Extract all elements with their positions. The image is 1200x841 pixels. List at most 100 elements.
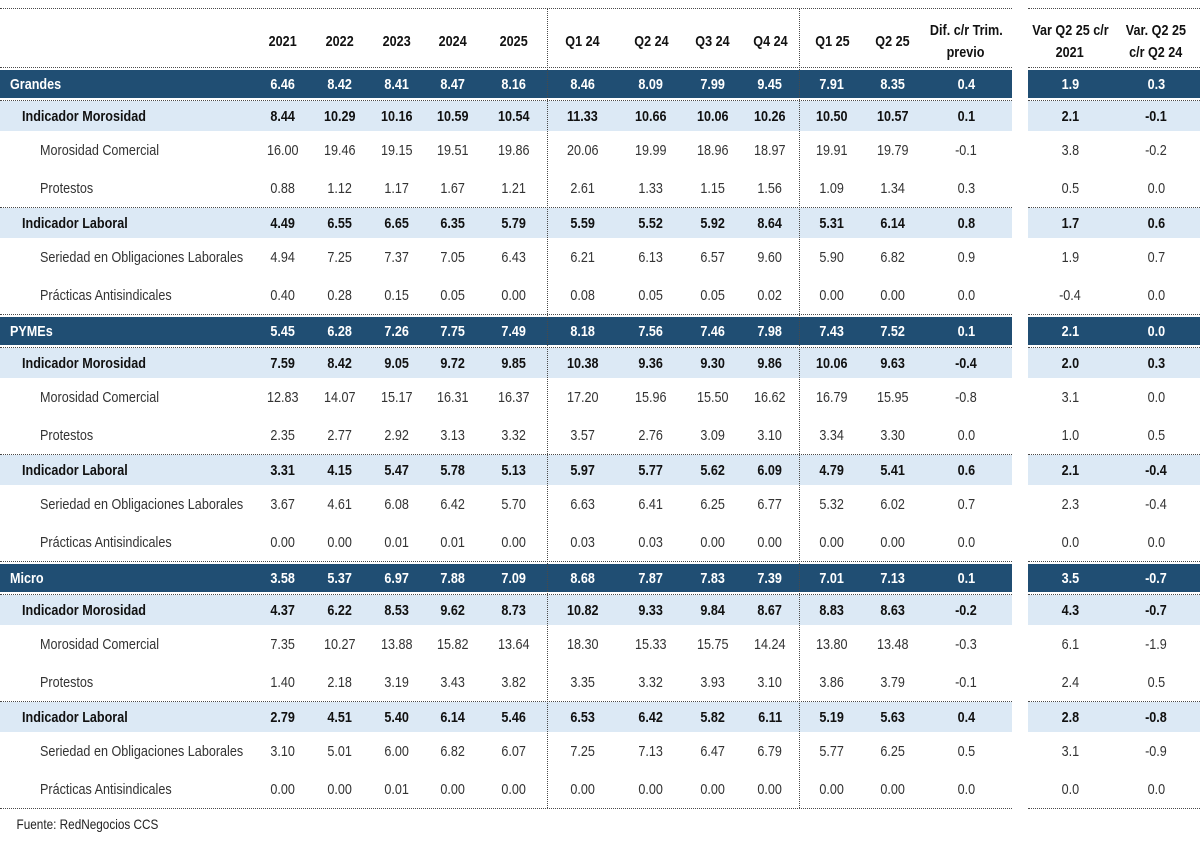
value-cell: 6.79: [741, 732, 799, 770]
value-cell: -0.8: [920, 378, 1012, 416]
header-q3-24: Q3 24: [695, 32, 730, 50]
gap-cell: [1012, 378, 1028, 416]
value-cell: 0.00: [799, 523, 865, 561]
value-cell: 6.63: [547, 485, 618, 523]
value-cell: 5.78: [425, 455, 481, 485]
value-cell: 10.16: [368, 101, 425, 131]
value-cell: 10.06: [799, 348, 865, 378]
value-cell: 7.26: [368, 317, 425, 345]
value-cell: 1.33: [618, 169, 684, 207]
value-cell: 7.49: [481, 317, 547, 345]
value-cell: 0.15: [368, 276, 425, 314]
value-cell: 8.35: [865, 70, 920, 98]
value-cell: 6.21: [547, 238, 618, 276]
value-cell: 0.6: [1112, 208, 1200, 238]
value-cell: 7.98: [741, 317, 799, 345]
value-cell: 6.35: [425, 208, 481, 238]
row-label: Seriedad en Obligaciones Laborales: [0, 732, 255, 770]
value-cell: 8.46: [547, 70, 618, 98]
value-cell: 10.82: [547, 595, 618, 625]
value-cell: 6.77: [741, 485, 799, 523]
value-cell: 3.57: [547, 416, 618, 454]
value-cell: -0.1: [1112, 101, 1200, 131]
detail-row: Seriedad en Obligaciones Laborales 3.10 5.…: [0, 732, 1200, 770]
value-cell: 8.41: [368, 70, 425, 98]
gap-cell: [1012, 595, 1028, 625]
value-cell: -0.4: [1112, 485, 1200, 523]
header-q1-24: Q1 24: [565, 32, 600, 50]
gap-cell: [1012, 317, 1028, 345]
value-cell: 0.08: [547, 276, 618, 314]
value-cell: 6.25: [865, 732, 920, 770]
value-cell: 0.1: [920, 317, 1012, 345]
value-cell: 6.11: [741, 702, 799, 732]
value-cell: 0.05: [618, 276, 684, 314]
value-cell: 6.25: [684, 485, 741, 523]
header-year-2025: 2025: [499, 32, 529, 50]
value-cell: 3.82: [481, 663, 547, 701]
value-cell: 19.51: [425, 131, 481, 169]
value-cell: 19.91: [799, 131, 865, 169]
header-year-2021: 2021: [268, 32, 298, 50]
section-row-pymes: PYMEs 5.45 6.28 7.26 7.75 7.49 8.18 7.56 7.46 7.9…: [0, 317, 1200, 345]
gap-cell: [1012, 208, 1028, 238]
value-cell: 19.15: [368, 131, 425, 169]
value-cell: 9.72: [425, 348, 481, 378]
gap-cell: [1012, 348, 1028, 378]
value-cell: 6.46: [255, 70, 311, 98]
value-cell: 1.34: [865, 169, 920, 207]
value-cell: 10.66: [618, 101, 684, 131]
value-cell: -0.8: [1112, 702, 1200, 732]
value-cell: 15.17: [368, 378, 425, 416]
value-cell: 5.63: [865, 702, 920, 732]
dotted-divider: [0, 454, 1200, 455]
section-row-micro: Micro 3.58 5.37 6.97 7.88 7.09 8.68 7.87 7.83 7.3…: [0, 564, 1200, 592]
row-label: Protestos: [0, 416, 255, 454]
detail-row: Morosidad Comercial 16.00 19.46 19.15 19.51 1…: [0, 131, 1200, 169]
value-cell: 15.96: [618, 378, 684, 416]
value-cell: -0.3: [920, 625, 1012, 663]
value-cell: 2.79: [255, 702, 311, 732]
indicator-row: Indicador Morosidad 4.37 6.22 8.53 9.62 8.73 1…: [0, 595, 1200, 625]
value-cell: 5.41: [865, 455, 920, 485]
detail-row: Protestos 1.40 2.18 3.19 3.43 3.82 3.35 3.32 3.9…: [0, 663, 1200, 701]
value-cell: 0.00: [799, 770, 865, 808]
value-cell: 0.00: [255, 523, 311, 561]
dotted-divider: [0, 561, 1200, 562]
value-cell: 9.33: [618, 595, 684, 625]
value-cell: 3.93: [684, 663, 741, 701]
dotted-divider: [0, 314, 1200, 315]
value-cell: 0.00: [255, 770, 311, 808]
value-cell: 7.37: [368, 238, 425, 276]
header-gap-cell: [1012, 9, 1028, 67]
row-label: Prácticas Antisindicales: [0, 276, 255, 314]
value-cell: 6.07: [481, 732, 547, 770]
value-cell: 0.6: [920, 455, 1012, 485]
value-cell: 0.00: [684, 523, 741, 561]
value-cell: 11.33: [547, 101, 618, 131]
value-cell: 3.58: [255, 564, 311, 592]
value-cell: 6.82: [425, 732, 481, 770]
value-cell: 7.52: [865, 317, 920, 345]
value-cell: 18.30: [547, 625, 618, 663]
value-cell: 14.07: [311, 378, 368, 416]
vertical-dotted-separator-years-quarters: [547, 8, 548, 808]
value-cell: 6.57: [684, 238, 741, 276]
value-cell: 0.7: [920, 485, 1012, 523]
value-cell: 0.00: [865, 770, 920, 808]
value-cell: 8.63: [865, 595, 920, 625]
value-cell: 16.37: [481, 378, 547, 416]
detail-row: Prácticas Antisindicales 0.40 0.28 0.15 0.05…: [0, 276, 1200, 314]
detail-row: Protestos 2.35 2.77 2.92 3.13 3.32 3.57 2.76 3.0…: [0, 416, 1200, 454]
value-cell: 0.00: [865, 523, 920, 561]
value-cell: 17.20: [547, 378, 618, 416]
value-cell: 3.32: [481, 416, 547, 454]
value-cell: 0.0: [920, 276, 1012, 314]
value-cell: 16.79: [799, 378, 865, 416]
value-cell: 8.53: [368, 595, 425, 625]
value-cell: 3.79: [865, 663, 920, 701]
value-cell: 6.28: [311, 317, 368, 345]
value-cell: 2.61: [547, 169, 618, 207]
value-cell: 5.70: [481, 485, 547, 523]
value-cell: 5.92: [684, 208, 741, 238]
